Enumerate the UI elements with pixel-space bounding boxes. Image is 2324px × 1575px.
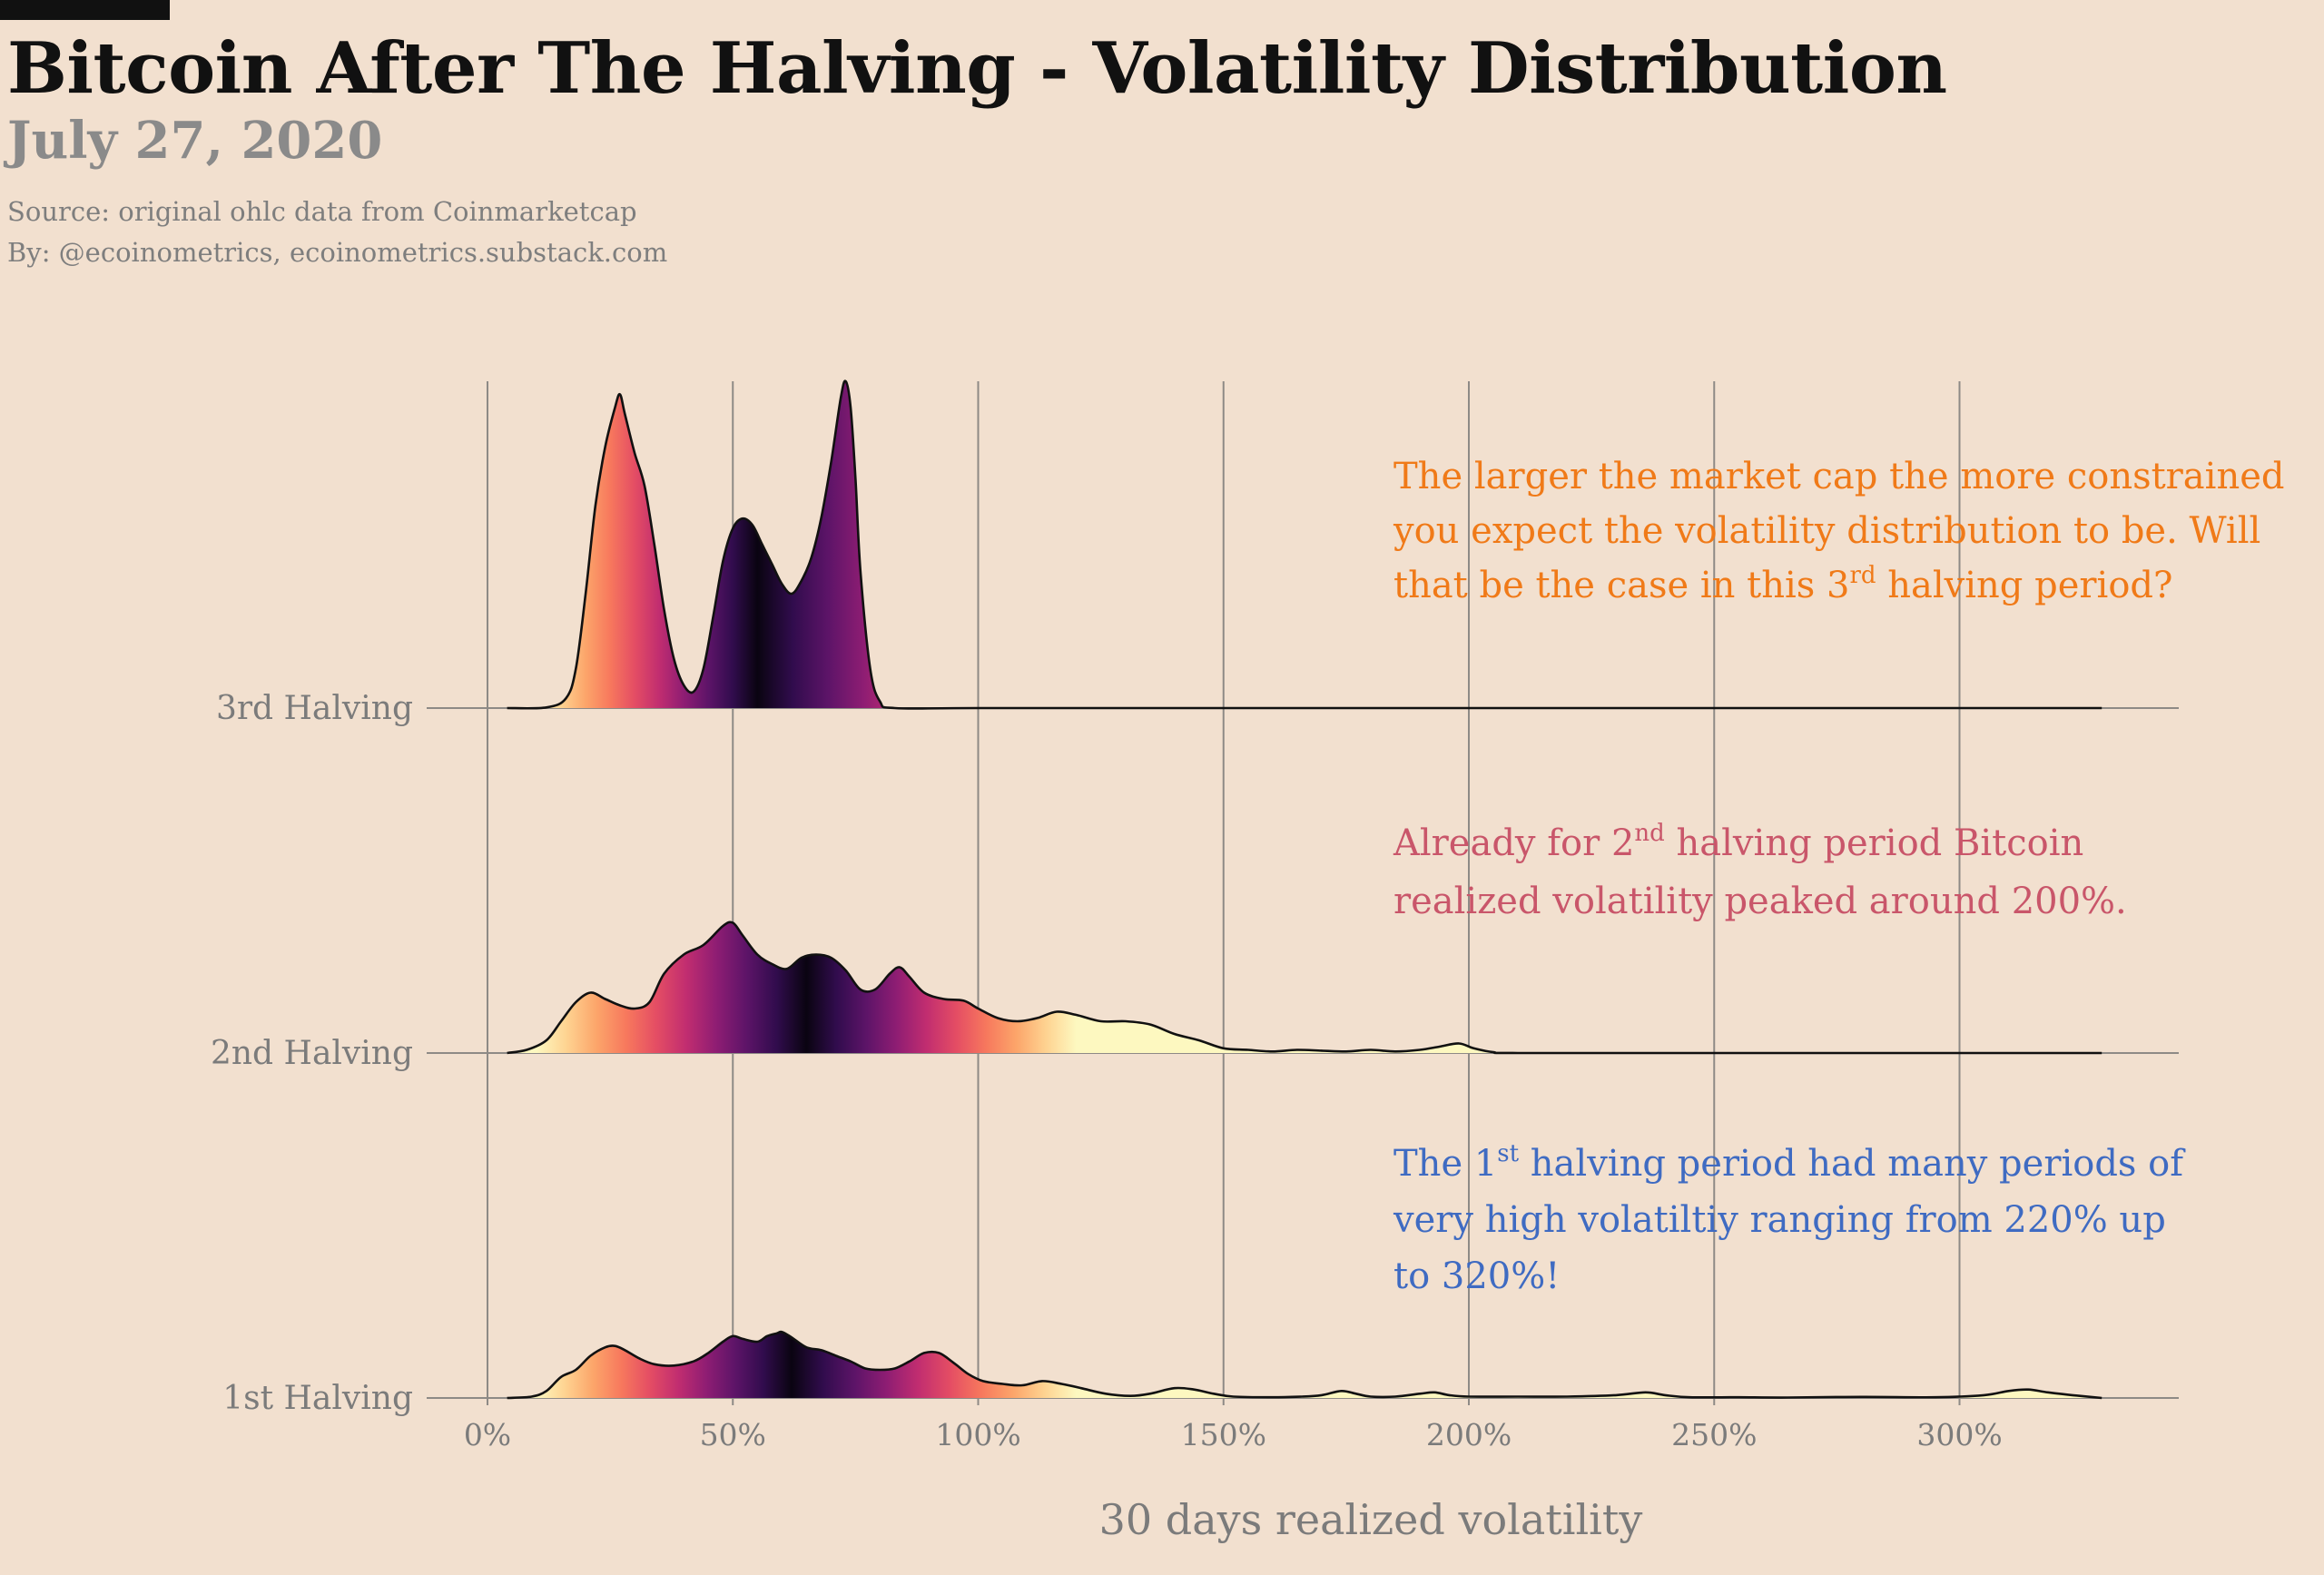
annotation-3: The 1st halving period had many periods … <box>1393 1140 2186 1297</box>
annotation-line: you expect the volatility distribution t… <box>1393 510 2260 552</box>
x-tick-label: 50% <box>700 1417 766 1452</box>
ridge-layer <box>507 379 2102 1400</box>
ridge-fill-3 <box>507 1331 2102 1398</box>
source-note: Source: original ohlc data from Coinmark… <box>7 196 637 227</box>
annotation-2: Already for 2nd halving period Bitcoin re… <box>1393 820 2127 922</box>
x-axis-title: 30 days realized volatility <box>1099 1495 1643 1544</box>
annotation-line: to 320%! <box>1393 1255 1560 1297</box>
annotation-line: realized volatility peaked around 200%. <box>1393 881 2127 922</box>
y-label-3: 1st Halving <box>222 1380 413 1417</box>
x-tick-label: 0% <box>464 1417 511 1452</box>
annotation-line: that be the case in this 3rd halving per… <box>1393 562 2172 606</box>
y-label-1: 3rd Halving <box>216 690 413 727</box>
x-tick-label: 100% <box>935 1417 1020 1452</box>
annotation-1: The larger the market cap the more const… <box>1393 456 2284 606</box>
byline-note: By: @ecoinometrics, ecoinometrics.substa… <box>7 237 668 268</box>
page-date: July 27, 2020 <box>7 111 383 171</box>
ridge-line-2 <box>507 920 2102 1055</box>
annotation-line: The larger the market cap the more const… <box>1393 456 2284 497</box>
annotation-line: very high volatiltiy ranging from 220% u… <box>1393 1199 2166 1241</box>
page-title: Bitcoin After The Halving - Volatility D… <box>7 27 1947 110</box>
x-tick-label: 250% <box>1671 1417 1757 1452</box>
label-layer: 3rd Halving 2nd Halving 1st Halving 0% 50% 10… <box>211 690 2003 1544</box>
ridge-line-3 <box>507 1330 2102 1400</box>
ridge-line-1 <box>507 379 2102 710</box>
ridge-fill-2 <box>507 921 2102 1054</box>
x-tick-label: 200% <box>1426 1417 1512 1452</box>
annotation-layer: The larger the market cap the more const… <box>1393 456 2284 1297</box>
annotation-line: The 1st halving period had many periods … <box>1393 1140 2186 1185</box>
corner-bar <box>0 0 170 20</box>
y-label-2: 2nd Halving <box>211 1035 413 1072</box>
x-tick-label: 300% <box>1916 1417 2002 1452</box>
ridge-fill-1 <box>507 380 2102 709</box>
x-tick-label: 150% <box>1181 1417 1266 1452</box>
annotation-line: Already for 2nd halving period Bitcoin <box>1393 820 2083 864</box>
